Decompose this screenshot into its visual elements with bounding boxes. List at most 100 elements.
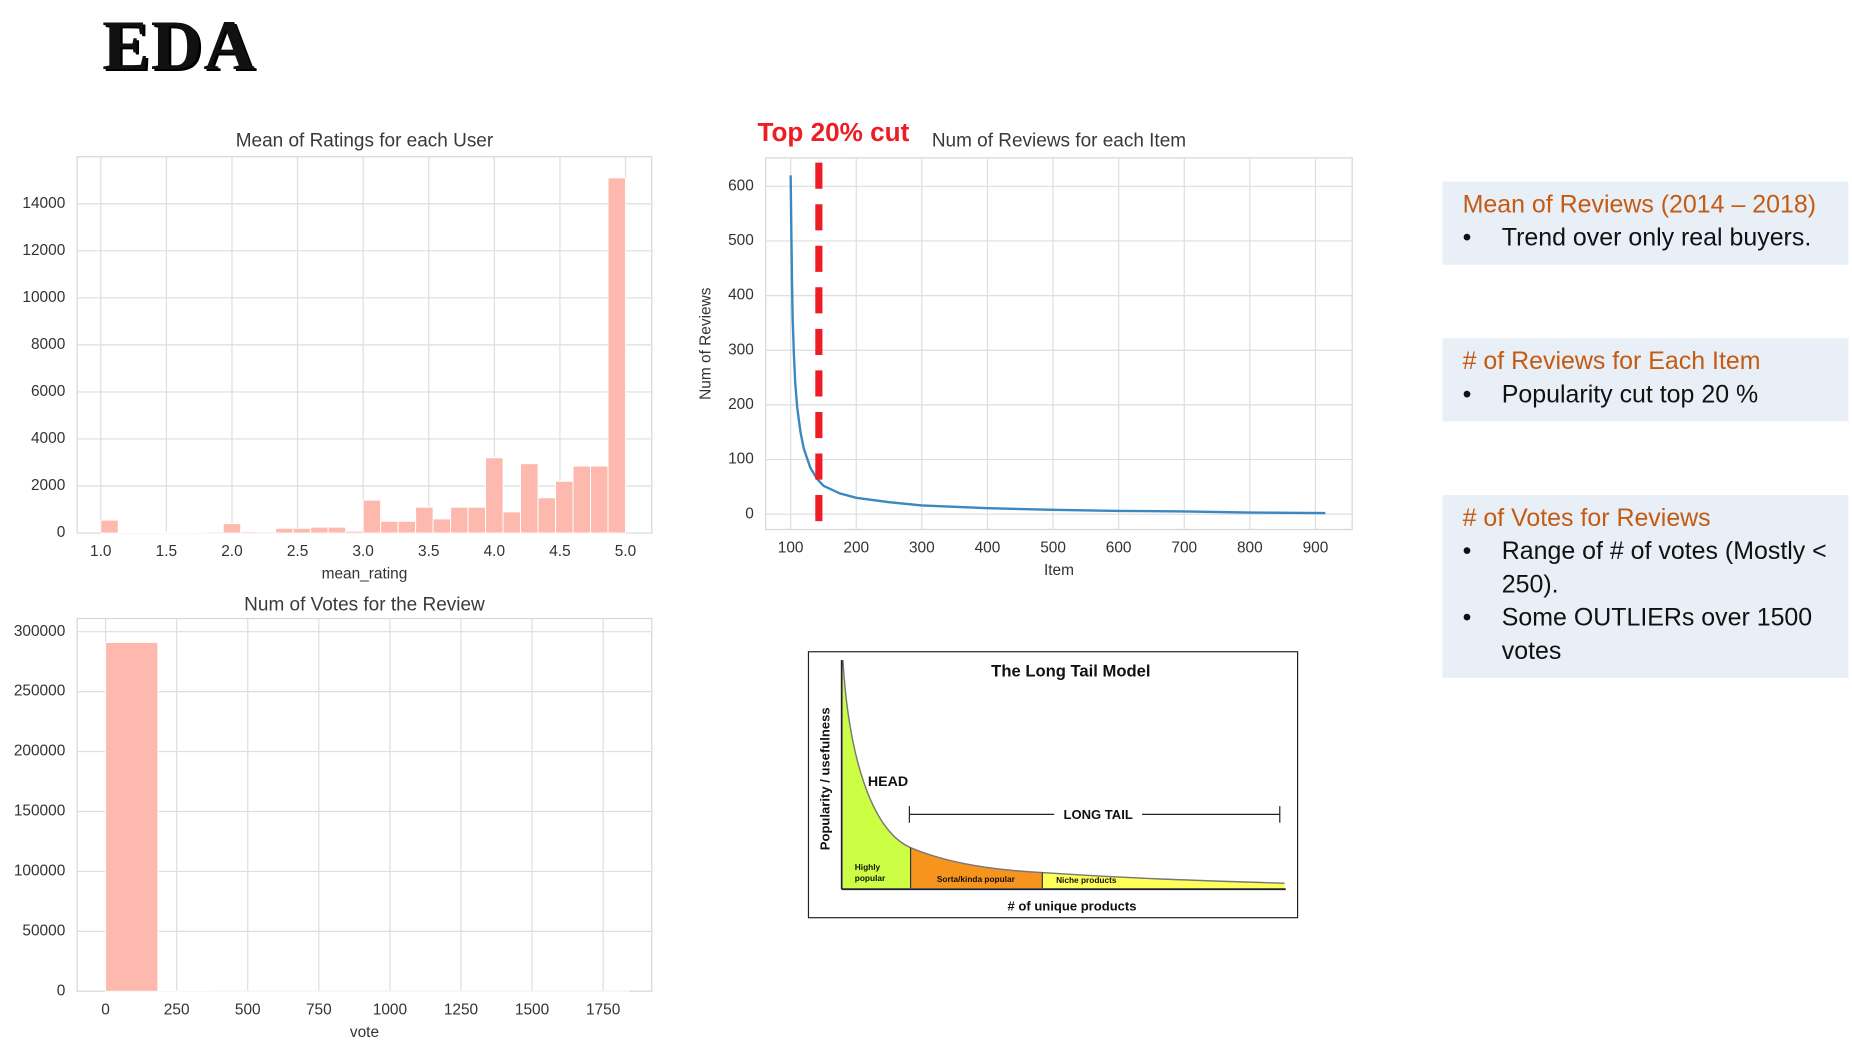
y-tick-label: 14000 (22, 195, 65, 212)
x-tick-label: 750 (306, 1001, 332, 1018)
segment-label: Highly popular (854, 864, 886, 884)
x-tick-label: 800 (1237, 540, 1263, 557)
note-item: Some OUTLIERs over 1500 votes (1463, 602, 1837, 668)
note-box: # of Votes for Reviews Range of # of vote… (1442, 495, 1849, 678)
x-tick-label: 300 (909, 540, 935, 557)
note-heading: Mean of Reviews (2014 – 2018) (1462, 191, 1816, 219)
chart-title: Num of Reviews for each Item (932, 130, 1186, 151)
bar (485, 457, 504, 534)
bar (222, 523, 242, 534)
bar (117, 531, 137, 534)
note-heading: # of Reviews for Each Item (1462, 347, 1761, 376)
tail-curve (842, 660, 1285, 884)
slide-title: EDA (102, 5, 257, 85)
bar (432, 518, 452, 534)
diagram-title: The Long Tail Model (991, 661, 1150, 680)
x-tick-label: 1500 (515, 1001, 549, 1018)
x-tick-label: 500 (235, 1001, 261, 1018)
bar (257, 531, 277, 534)
x-tick-label: 3.0 (352, 543, 373, 560)
y-tick-label: 300 (728, 341, 754, 358)
y-tick-label: 0 (57, 982, 66, 999)
bar (275, 527, 294, 534)
y-tick-label: 100000 (14, 863, 65, 880)
note-item: Trend over only real buyers. (1463, 222, 1837, 255)
x-tick-label: 1.0 (90, 543, 111, 560)
bar (397, 520, 417, 534)
bar (292, 527, 312, 534)
bar (205, 531, 224, 534)
x-tick-label: 700 (1171, 540, 1197, 557)
bar (555, 480, 574, 534)
bar (105, 642, 159, 992)
x-tick-label: 250 (164, 1001, 190, 1018)
x-tick-label: 2.5 (287, 543, 308, 560)
bar (520, 463, 539, 534)
bar (380, 520, 399, 534)
bar (135, 531, 154, 534)
y-tick-label: 10000 (22, 289, 65, 306)
x-tick-label: 400 (975, 540, 1001, 557)
bar (187, 531, 207, 534)
y-tick-label: 2000 (31, 477, 65, 494)
x-axis-label: mean_rating (322, 566, 408, 583)
y-tick-label: 600 (728, 177, 754, 194)
y-tick-label: 100 (728, 451, 754, 468)
bar (240, 531, 259, 534)
chart: 0 250 500 750 1000 1250 1500 1750 0 50000 100000 15… (14, 594, 653, 1041)
note-item: Popularity cut top 20 % (1463, 379, 1837, 412)
note-box: Mean of Reviews (2014 – 2018) Trend over … (1442, 181, 1849, 265)
tail-label: LONG TAIL (1063, 807, 1132, 822)
bar (607, 177, 626, 534)
y-tick-label: 12000 (22, 242, 65, 259)
x-tick-label: 2.0 (221, 543, 242, 560)
note-box: # of Reviews for Each Item Popularity cut… (1442, 338, 1849, 422)
x-tick-label: 200 (843, 540, 869, 557)
plot-area (765, 157, 1353, 531)
line (789, 175, 1326, 515)
chart-title: Mean of Ratings for each User (236, 130, 493, 151)
x-tick-label: 500 (1040, 540, 1066, 557)
x-tick-label: 5.0 (615, 543, 636, 560)
bar (537, 497, 557, 534)
y-tick-label: 250000 (14, 683, 65, 700)
x-axis-label: vote (350, 1024, 379, 1041)
annotation: Top 20% cut (757, 117, 909, 147)
bar (450, 506, 469, 534)
y-tick-label: 4000 (31, 430, 65, 447)
note-item: Range of # of votes (Mostly < 250). (1463, 535, 1837, 601)
x-tick-label: 3.5 (418, 543, 439, 560)
segment-label: Niche products (1056, 875, 1117, 885)
diagram-ylabel: Popularity / usefulness (818, 707, 833, 850)
bar (345, 530, 364, 534)
bar (572, 465, 592, 534)
head-label: HEAD (868, 774, 908, 790)
y-tick-label: 300000 (14, 623, 65, 640)
chart-title: Num of Votes for the Review (244, 594, 485, 615)
y-tick-label: 6000 (31, 383, 65, 400)
y-tick-label: 400 (728, 287, 754, 304)
bar (362, 499, 382, 534)
y-tick-label: 50000 (22, 922, 65, 939)
x-axis-label: Item (1044, 562, 1074, 579)
y-tick-label: 500 (728, 232, 754, 249)
chart: 100 200 300 400 500 600 700 800 900 0 100 200 300 400… (697, 117, 1353, 579)
y-tick-label: 0 (57, 524, 66, 541)
bar (502, 511, 522, 534)
bar (310, 526, 329, 534)
label-bg (1054, 804, 1143, 824)
bar (415, 506, 434, 534)
bar (100, 519, 119, 534)
diagram-xlabel: # of unique products (1008, 898, 1137, 913)
y-tick-label: 200000 (14, 743, 65, 760)
y-tick-label: 150000 (14, 803, 65, 820)
bar (467, 506, 487, 534)
chart: 1.0 1.5 2.0 2.5 3.0 3.5 4.0 4.5 5.0 0 2000 4000 6000… (22, 130, 653, 583)
x-tick-label: 1250 (444, 1001, 478, 1018)
long-tail-diagram: The Long Tail Model Popularity / usefuln… (807, 651, 1299, 919)
x-tick-label: 4.0 (484, 543, 505, 560)
x-tick-label: 600 (1106, 540, 1132, 557)
bar (152, 531, 172, 534)
y-tick-label: 8000 (31, 336, 65, 353)
